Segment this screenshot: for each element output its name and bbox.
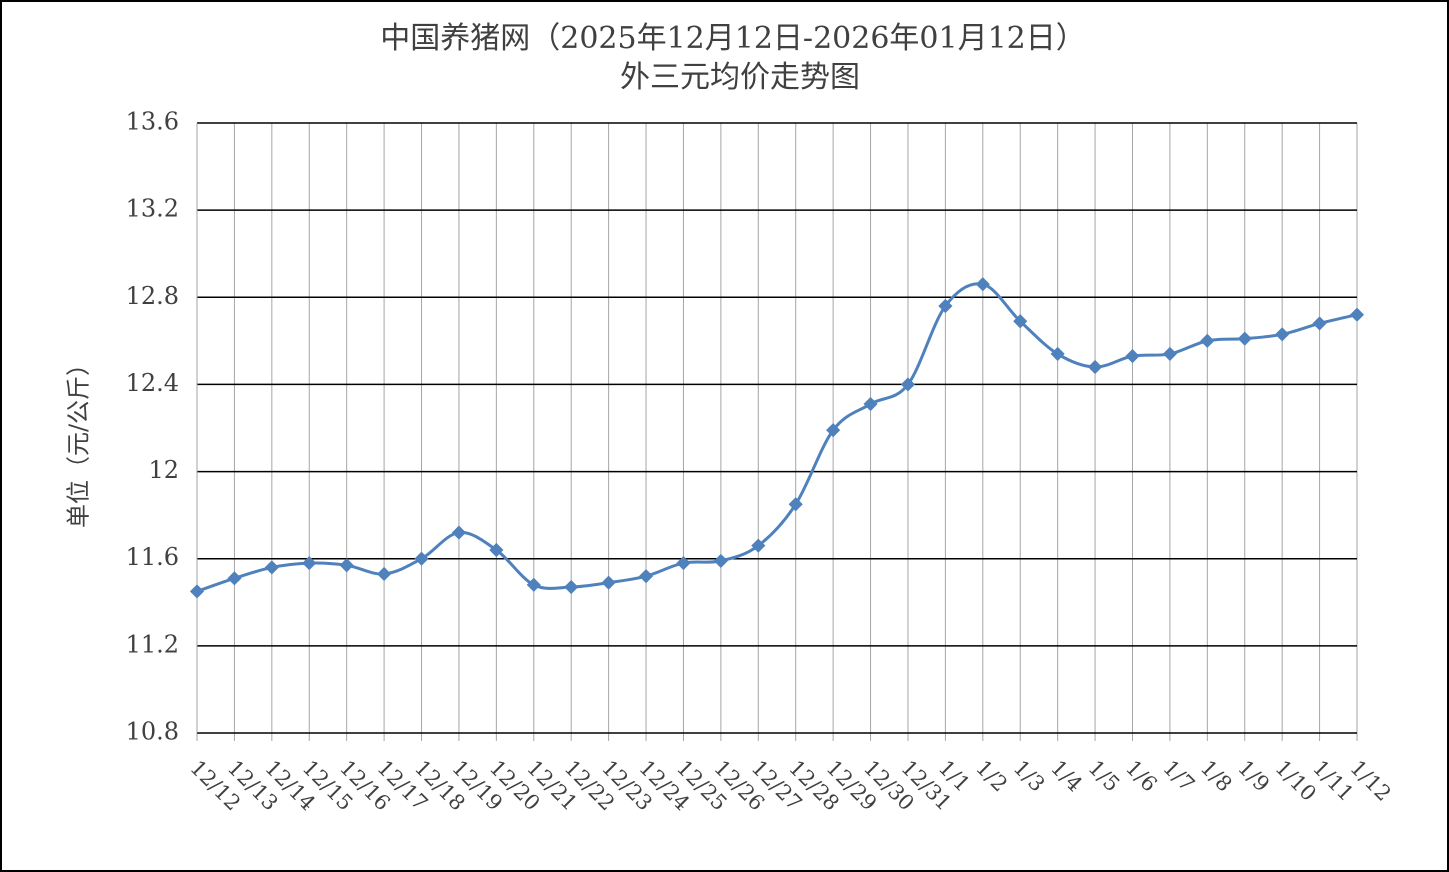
y-tick-label: 10.8 xyxy=(126,718,179,746)
marker xyxy=(1013,314,1028,329)
marker xyxy=(1087,359,1103,375)
y-tick-label: 12.8 xyxy=(126,282,179,310)
marker xyxy=(676,556,691,571)
marker xyxy=(414,551,429,566)
marker xyxy=(564,579,579,595)
marker xyxy=(339,558,354,573)
marker xyxy=(1237,331,1252,346)
line xyxy=(196,282,1358,593)
marker xyxy=(451,525,467,540)
chart-subtitle: 外三元均价走势图 xyxy=(620,60,860,95)
marker xyxy=(302,556,317,571)
marker xyxy=(264,560,279,575)
marker xyxy=(227,571,242,586)
y-axis-label: 单位（元/公斤） xyxy=(65,352,93,528)
marker xyxy=(1200,333,1215,348)
marker xyxy=(377,566,392,582)
chart-title: 中国养猪网（2025年12月12日-2026年01月12日） xyxy=(380,21,1086,56)
y-tick-label: 12.4 xyxy=(126,369,179,397)
marker xyxy=(638,569,654,584)
marker xyxy=(1125,349,1140,364)
marker xyxy=(900,377,916,392)
marker xyxy=(975,277,990,292)
marker xyxy=(489,542,504,558)
marker xyxy=(713,553,728,568)
marker xyxy=(526,577,541,592)
y-tick-label: 13.2 xyxy=(126,195,179,223)
y-tick-label: 11.2 xyxy=(126,630,179,658)
marker xyxy=(938,298,953,314)
marker xyxy=(1349,307,1365,322)
marker xyxy=(826,423,841,438)
marker xyxy=(189,584,205,599)
marker xyxy=(1275,327,1290,342)
y-tick-label: 11.6 xyxy=(126,543,179,571)
marker xyxy=(601,575,616,590)
marker xyxy=(1050,346,1065,361)
marker xyxy=(1312,316,1327,331)
marker xyxy=(1162,346,1177,361)
marker xyxy=(863,396,878,412)
y-tick-label: 13.6 xyxy=(126,108,179,136)
marker xyxy=(788,497,803,512)
marker xyxy=(751,538,766,553)
y-tick-label: 12 xyxy=(148,456,179,484)
